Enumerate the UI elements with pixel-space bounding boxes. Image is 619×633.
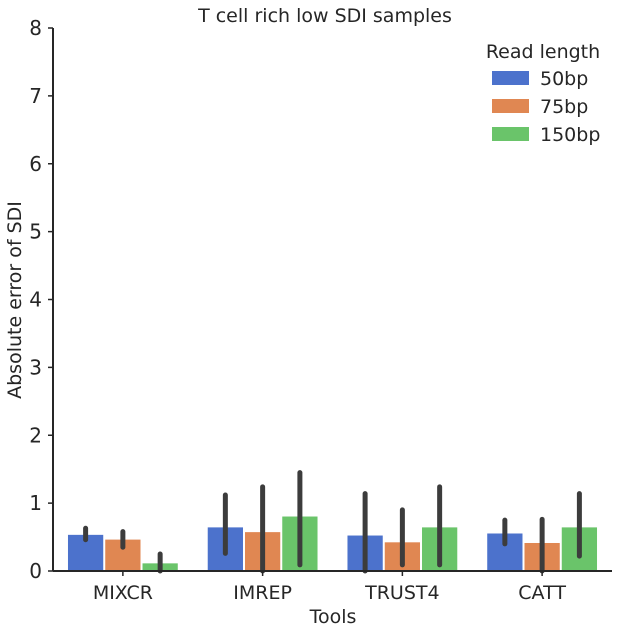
y-tick-label: 1: [29, 491, 42, 515]
bar-50bp-CATT: [486, 532, 524, 572]
x-tick-label: IMREP: [233, 582, 292, 604]
legend-swatch-50bp: [492, 71, 529, 85]
legend-label-150bp: 150bp: [540, 124, 600, 146]
y-tick-label: 0: [29, 559, 42, 583]
x-tick-label: TRUST4: [364, 582, 439, 604]
y-axis-label: Absolute error of SDI: [4, 201, 26, 399]
x-tick-label: MIXCR: [93, 582, 153, 604]
y-tick-label: 4: [29, 288, 42, 312]
x-axis-label: Tools: [309, 606, 357, 628]
y-tick-label: 3: [29, 355, 42, 379]
chart-title: T cell rich low SDI samples: [197, 5, 452, 27]
y-tick-label: 8: [29, 16, 42, 40]
legend-title: Read length: [486, 41, 600, 63]
legend-label-75bp: 75bp: [540, 96, 588, 118]
legend-label-50bp: 50bp: [540, 68, 588, 90]
legend: Read length 50bp 75bp 150bp: [486, 41, 601, 146]
x-ticks: MIXCR IMREP TRUST4 CATT: [93, 571, 566, 604]
y-tick-label: 6: [29, 152, 42, 176]
y-tick-label: 5: [29, 220, 42, 244]
legend-swatch-75bp: [492, 99, 529, 113]
y-tick-label: 7: [29, 84, 42, 108]
legend-swatch-150bp: [492, 127, 529, 141]
bars-layer: [66, 515, 599, 572]
x-tick-label: CATT: [518, 582, 566, 604]
y-ticks: 0 1 2 3 4 5 6 7 8: [29, 16, 53, 583]
y-tick-label: 2: [29, 423, 42, 447]
error-bars-layer: [83, 470, 582, 574]
